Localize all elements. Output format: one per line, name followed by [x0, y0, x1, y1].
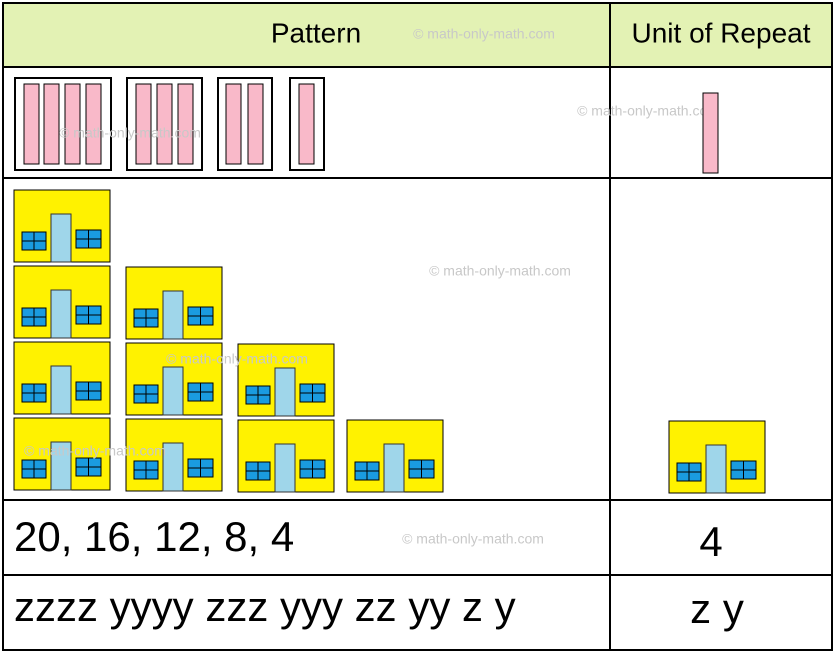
watermark: © math-only-math.com	[413, 26, 555, 42]
unit-bar	[702, 92, 719, 174]
watermark: © math-only-math.com	[402, 531, 544, 547]
watermark: © math-only-math.com	[577, 103, 719, 119]
unit-cell: 4	[699, 518, 722, 565]
watermark: © math-only-math.com	[24, 443, 166, 459]
bar-pattern	[14, 77, 325, 171]
header-cell: Pattern	[271, 17, 361, 48]
pattern-cell: zzzz yyyy zzz yyy zz yy z y	[14, 583, 516, 630]
header-bg	[3, 3, 832, 67]
watermark: © math-only-math.com	[166, 351, 308, 367]
header-cell: Unit of Repeat	[632, 17, 811, 48]
unit-house	[668, 420, 766, 494]
unit-cell: z y	[690, 585, 744, 632]
pattern-cell: 20, 16, 12, 8, 4	[14, 513, 294, 560]
watermark: © math-only-math.com	[59, 125, 201, 141]
watermark: © math-only-math.com	[429, 263, 571, 279]
